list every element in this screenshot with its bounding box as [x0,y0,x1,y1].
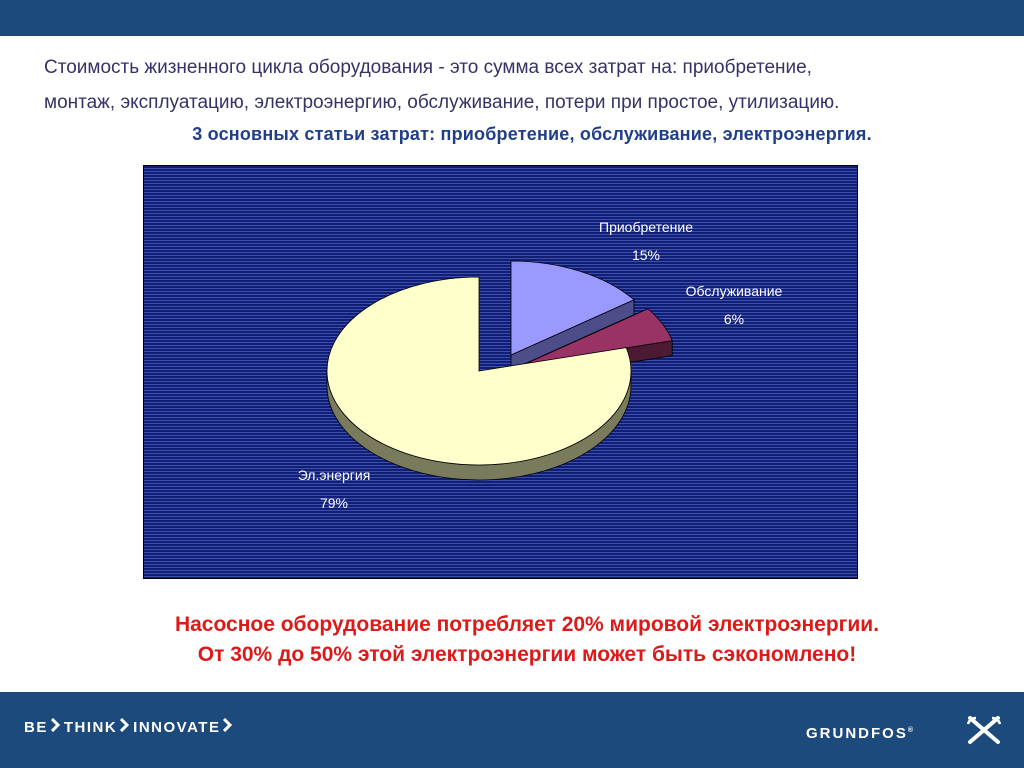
pie-chart-svg: Приобретение 15% Обслуживание 6% Эл.энергия 7… [298,219,783,511]
intro-text: Стоимость жизненного цикла оборудования … [44,50,1004,120]
pie-slice-2-top [326,276,632,466]
grundfos-x-logo-icon [966,716,1002,744]
registered-mark: ® [907,727,916,734]
brand-name: GRUNDFOS® [806,725,915,742]
emphasis-line-2: От 30% до 50% этой электроэнергии может … [197,643,857,666]
pie-slice-0-top [510,260,635,356]
pie-slice-1-label: Обслуживание [686,283,783,299]
pie-slice-1-top [524,308,673,365]
slogan-word-innovate: INNOVATE [133,718,221,736]
pie-slice-1-value-label: 6% [724,311,744,327]
slogan-word-think: THINK [63,718,118,736]
slogan: BE THINK INNOVATE [24,717,236,736]
chevron-right-icon [50,717,60,736]
pie-slice-0-label: Приобретение [599,219,693,235]
slogan-word-be: BE [24,718,48,736]
brand-text: GRUNDFOS [806,725,908,742]
bottom-bar: BE THINK INNOVATE GRUNDFOS® [0,692,1024,768]
top-bar [0,0,1024,36]
intro-line-1: Стоимость жизненного цикла оборудования … [44,57,812,78]
pie-chart: Приобретение 15% Обслуживание 6% Эл.энергия 7… [143,165,858,579]
intro-line-2: монтаж, эксплуатацию, электроэнергию, об… [44,92,840,113]
pie-top-layer [326,260,673,466]
pie-slice-2-value-label: 79% [320,495,348,511]
pie-slice-2-label: Эл.энергия [298,467,371,483]
chevron-right-icon [120,717,130,736]
emphasis-text: Насосное оборудование потребляет 20% мир… [0,610,1024,670]
pie-slice-0-value-label: 15% [632,247,660,263]
emphasis-line-1: Насосное оборудование потребляет 20% мир… [174,613,880,636]
cost-items-heading: 3 основных статьи затрат: приобретение, … [192,124,872,144]
chevron-right-icon [223,717,233,736]
